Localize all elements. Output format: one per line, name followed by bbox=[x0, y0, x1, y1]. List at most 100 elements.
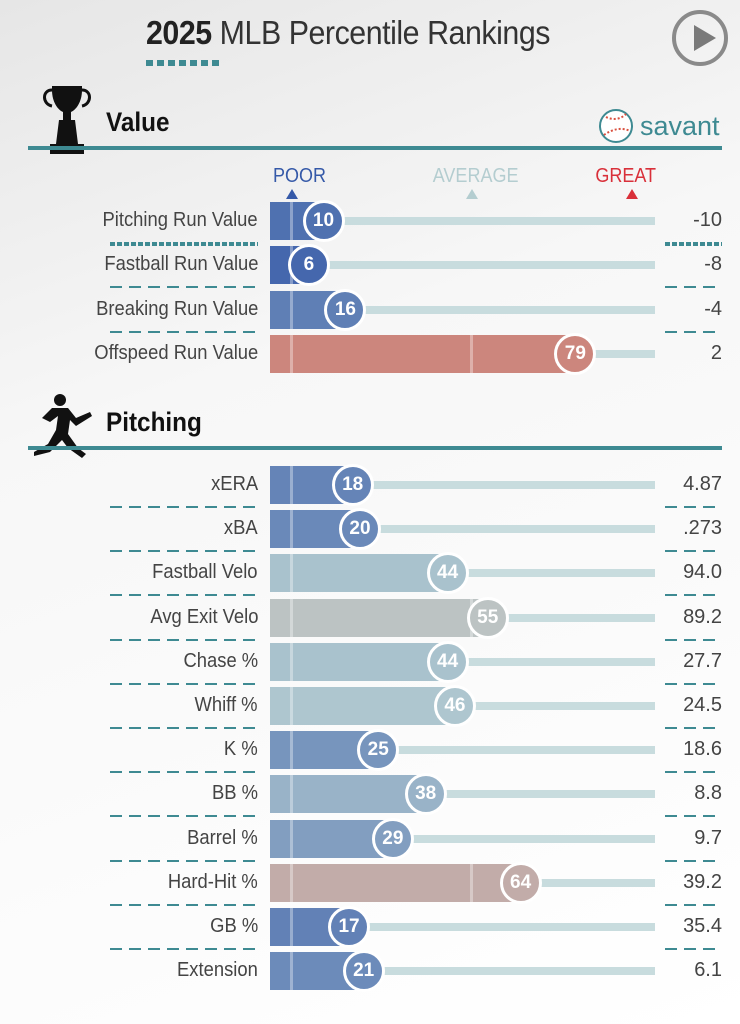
percentile-circle: 21 bbox=[342, 950, 385, 993]
row-value: 18.6 bbox=[683, 738, 722, 761]
percentile-bar[interactable] bbox=[270, 687, 455, 725]
percentile-circle: 25 bbox=[357, 729, 400, 772]
percentile-circle: 10 bbox=[302, 200, 345, 242]
poor-marker-icon bbox=[286, 189, 298, 199]
row-separator bbox=[665, 550, 722, 553]
row-value: -10 bbox=[693, 209, 722, 231]
average-marker-icon bbox=[466, 189, 478, 199]
percentile-track bbox=[381, 967, 655, 976]
percentile-circle: 17 bbox=[328, 906, 371, 948]
row-label: xERA bbox=[210, 473, 258, 495]
percentile-track bbox=[538, 878, 655, 887]
percentile-circle: 64 bbox=[499, 861, 542, 904]
row-label: Whiff % bbox=[194, 694, 258, 716]
row-separator bbox=[110, 638, 258, 641]
savant-logo[interactable]: savant bbox=[598, 108, 720, 144]
percentile-circle: 20 bbox=[339, 508, 381, 551]
savant-text: savant bbox=[640, 110, 720, 141]
percentile-bar[interactable] bbox=[270, 334, 576, 373]
row-value: 8.8 bbox=[694, 782, 722, 805]
percentile-track bbox=[443, 790, 655, 799]
section-divider bbox=[28, 146, 722, 150]
percentile-bar[interactable] bbox=[270, 554, 448, 593]
row-separator bbox=[110, 682, 258, 685]
trophy-icon bbox=[43, 86, 91, 154]
percentile-circle: 44 bbox=[426, 552, 469, 595]
row-separator bbox=[665, 727, 722, 729]
percentile-track bbox=[465, 657, 655, 666]
row-value: .273 bbox=[683, 517, 722, 540]
row-value: 89.2 bbox=[683, 605, 722, 628]
percentile-track bbox=[341, 217, 655, 225]
percentile-track bbox=[367, 923, 655, 931]
row-separator bbox=[110, 286, 258, 289]
row-label: BB % bbox=[211, 782, 258, 805]
row-separator bbox=[665, 638, 722, 641]
percentile-track bbox=[326, 261, 655, 270]
row-label: Extension bbox=[177, 959, 258, 982]
row-label: xBA bbox=[224, 517, 258, 540]
percentile-track bbox=[505, 613, 655, 622]
row-separator bbox=[110, 330, 258, 333]
great-marker-icon bbox=[626, 189, 638, 199]
row-value: 39.2 bbox=[683, 870, 722, 893]
row-label: Fastball Run Value bbox=[103, 253, 258, 276]
row-separator bbox=[110, 242, 258, 246]
row-separator bbox=[665, 815, 722, 818]
row-separator bbox=[665, 771, 722, 774]
row-label: Avg Exit Velo bbox=[149, 605, 258, 628]
scale-poor: POOR bbox=[272, 165, 326, 187]
percentile-circle: 18 bbox=[331, 464, 374, 506]
percentile-circle: 6 bbox=[287, 244, 330, 287]
row-separator bbox=[110, 815, 258, 818]
row-separator bbox=[110, 903, 258, 906]
row-value: -4 bbox=[704, 297, 722, 320]
row-label: Fastball Velo bbox=[152, 561, 258, 584]
row-value: 2 bbox=[710, 341, 722, 364]
play-icon[interactable] bbox=[672, 10, 728, 66]
row-value: 35.4 bbox=[683, 915, 722, 937]
row-label: Chase % bbox=[183, 649, 258, 672]
percentile-bar[interactable] bbox=[270, 863, 521, 902]
row-label: Hard-Hit % bbox=[168, 870, 258, 893]
row-separator bbox=[110, 727, 258, 729]
percentile-circle: 79 bbox=[554, 332, 597, 375]
percentile-track bbox=[363, 305, 655, 314]
percentile-track bbox=[370, 481, 655, 489]
row-label: K % bbox=[224, 738, 258, 761]
row-label: Barrel % bbox=[187, 826, 258, 849]
percentile-track bbox=[593, 349, 655, 358]
row-label: Offspeed Run Value bbox=[93, 341, 258, 364]
row-value: -8 bbox=[704, 253, 722, 276]
section-divider bbox=[28, 446, 722, 450]
percentile-bar[interactable] bbox=[270, 775, 426, 814]
row-separator bbox=[110, 506, 258, 508]
percentile-bar[interactable] bbox=[270, 642, 448, 681]
percentile-track bbox=[472, 702, 655, 710]
section-title-value: Value bbox=[106, 107, 170, 137]
percentile-track bbox=[378, 525, 655, 534]
row-label: GB % bbox=[209, 915, 258, 937]
row-separator bbox=[110, 859, 258, 862]
row-separator bbox=[665, 682, 722, 685]
row-separator bbox=[110, 948, 258, 950]
percentile-circle: 44 bbox=[426, 640, 469, 683]
percentile-circle: 46 bbox=[433, 685, 476, 727]
percentile-circle: 29 bbox=[371, 817, 414, 860]
row-separator bbox=[665, 242, 722, 246]
row-separator bbox=[665, 506, 722, 508]
baseball-icon bbox=[599, 109, 633, 143]
row-separator bbox=[665, 286, 722, 289]
row-value: 9.7 bbox=[694, 826, 722, 849]
pitcher-icon bbox=[34, 394, 92, 458]
row-separator bbox=[110, 550, 258, 553]
percentile-circle: 55 bbox=[466, 596, 509, 639]
row-value: 6.1 bbox=[694, 959, 722, 982]
title-underline bbox=[146, 60, 222, 66]
percentile-bar[interactable] bbox=[270, 598, 488, 637]
page-title: 2025 MLB Percentile Rankings bbox=[146, 14, 550, 51]
percentile-track bbox=[396, 746, 655, 755]
row-value: 24.5 bbox=[683, 694, 722, 716]
percentile-track bbox=[410, 834, 655, 843]
row-separator bbox=[110, 594, 258, 597]
